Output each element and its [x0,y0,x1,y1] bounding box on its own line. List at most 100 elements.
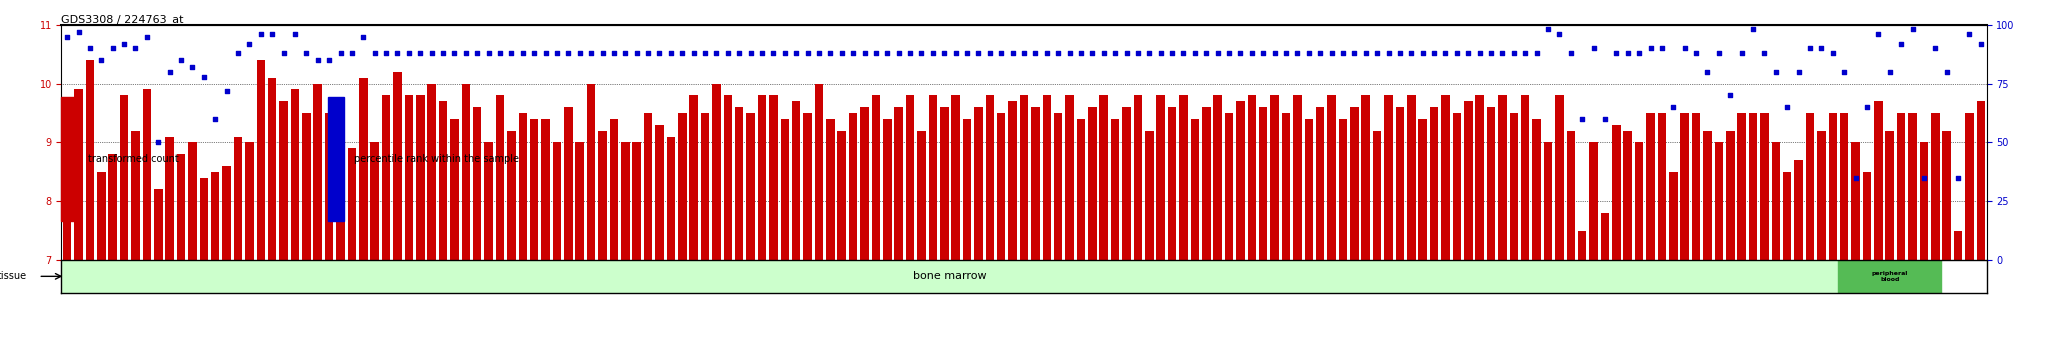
Bar [1237,101,1245,354]
Bar [223,166,231,354]
Bar [1806,113,1815,354]
Point [1554,50,1587,56]
Bar [348,148,356,354]
Point [461,50,494,56]
Point [61,29,94,35]
Point [1315,50,1348,56]
Bar [1065,95,1073,354]
Bar [279,101,289,354]
Point [780,50,813,56]
Point [381,50,414,56]
Bar [1577,231,1587,354]
Point [1178,50,1210,56]
Bar [758,95,766,354]
Bar [1110,119,1120,354]
Point [688,50,721,56]
Bar [975,107,983,354]
Point [735,50,768,56]
Point [803,50,836,56]
Bar [1532,119,1540,354]
Point [1417,50,1450,56]
Bar [483,142,494,354]
Bar [131,131,139,354]
Bar [860,107,868,354]
Point [74,45,106,51]
Bar [1042,95,1051,354]
Bar [700,113,709,354]
Point [848,50,881,56]
Bar [1647,113,1655,354]
Bar [1135,95,1143,354]
Point [883,50,915,56]
Point [449,50,481,56]
Bar [588,84,596,354]
Bar [553,142,561,354]
Point [655,50,688,56]
Bar [508,131,516,354]
Bar [1966,113,1974,354]
Point [1372,50,1405,56]
Point [1782,69,1815,75]
Point [1098,50,1130,56]
Point [860,50,893,56]
Bar [1292,95,1303,354]
Point [313,57,346,63]
Point [758,50,791,56]
Point [371,50,403,56]
Bar [393,72,401,354]
Bar [121,95,129,354]
Bar [326,113,334,354]
Point [1440,50,1473,56]
Point [279,32,311,37]
Point [1851,104,1884,110]
Point [1487,50,1520,56]
Point [1759,69,1792,75]
Bar [211,172,219,354]
Bar [1589,142,1597,354]
Bar [1499,95,1507,354]
Point [506,50,539,56]
Point [700,50,733,56]
Point [96,45,129,51]
Point [893,50,926,56]
Bar [154,189,162,354]
Bar [713,84,721,354]
Bar [1669,172,1677,354]
Bar [358,78,367,354]
Point [1509,50,1542,56]
Bar [610,119,618,354]
Bar [1212,95,1223,354]
Bar [166,137,174,354]
Point [1212,50,1245,56]
Point [176,64,209,70]
Point [1679,50,1712,56]
Bar [461,84,471,354]
Point [768,50,801,56]
Bar [1612,125,1620,354]
Bar [1567,131,1575,354]
Point [666,50,698,56]
Bar [1362,95,1370,354]
Point [1542,32,1575,37]
Bar [371,142,379,354]
Text: GDS3308 / 224763_at: GDS3308 / 224763_at [61,14,184,25]
Bar [952,95,961,354]
Point [963,50,995,56]
Bar [336,101,344,354]
Point [301,57,334,63]
Bar [1704,131,1712,354]
Bar [1864,172,1872,354]
Point [1896,27,1929,32]
Bar [313,84,322,354]
Bar [1475,95,1485,354]
Point [119,45,152,51]
Point [553,50,586,56]
Point [1589,116,1622,122]
Bar [188,142,197,354]
Point [1087,50,1120,56]
Bar [86,60,94,354]
Bar [1942,131,1952,354]
Point [838,50,870,56]
Point [393,50,426,56]
Point [1327,50,1360,56]
